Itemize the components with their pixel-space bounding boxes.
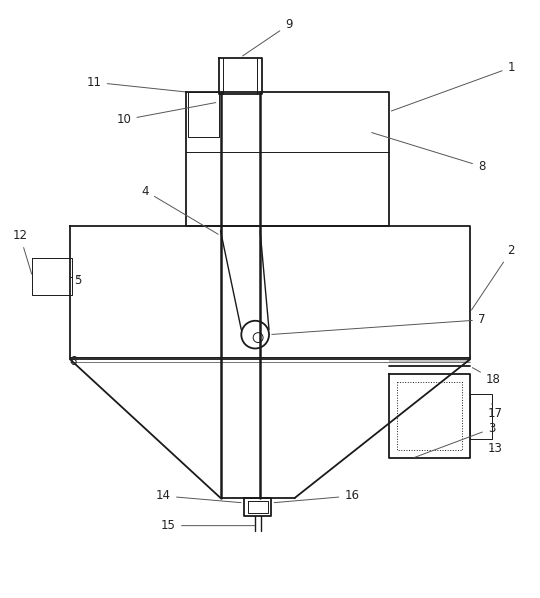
Text: 18: 18 <box>472 368 501 386</box>
Text: 15: 15 <box>161 519 255 532</box>
Text: 2: 2 <box>471 244 515 310</box>
Text: 3: 3 <box>415 422 495 457</box>
Text: 5: 5 <box>75 274 82 286</box>
Text: 16: 16 <box>274 489 359 503</box>
Text: 8: 8 <box>372 133 485 173</box>
Text: 7: 7 <box>272 313 485 334</box>
Text: 11: 11 <box>87 76 185 92</box>
Text: 4: 4 <box>142 185 218 234</box>
Text: 13: 13 <box>488 442 503 455</box>
Text: 6: 6 <box>70 355 80 368</box>
Text: 1: 1 <box>392 61 515 111</box>
Text: 10: 10 <box>117 103 216 126</box>
Text: 9: 9 <box>242 19 292 56</box>
Text: 12: 12 <box>12 229 32 274</box>
Text: 17: 17 <box>488 404 503 420</box>
Text: 14: 14 <box>156 489 241 503</box>
